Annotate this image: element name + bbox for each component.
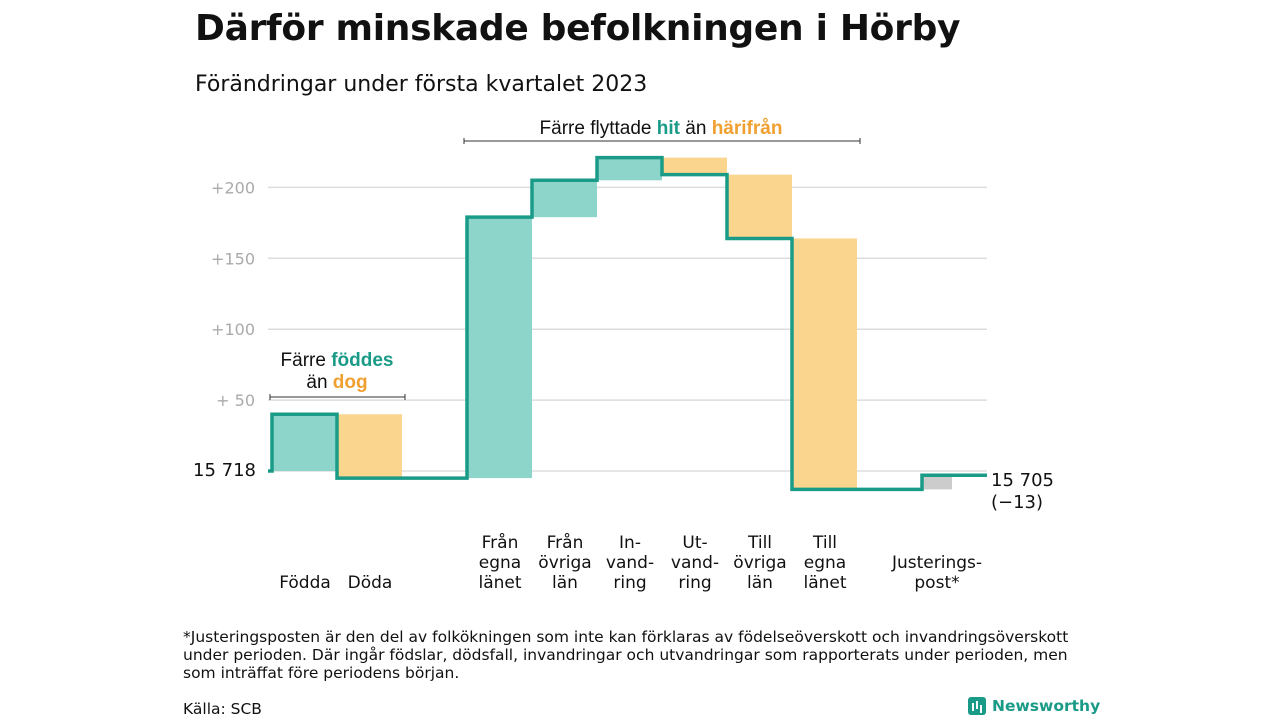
y-tick-label: +100: [211, 320, 255, 339]
category-label: län: [552, 573, 578, 593]
waterfall-bar: [792, 238, 857, 490]
annotation-births-line2: än dog: [306, 372, 367, 393]
category-label: vand-: [671, 553, 719, 573]
y-tick-label: +200: [211, 178, 255, 197]
annotation-migration: Färre flyttade hit än härifrån: [540, 118, 783, 139]
category-label: egna: [479, 553, 521, 573]
chart-title: Därför minskade befolkningen i Hörby: [195, 8, 961, 49]
brand-name: Newsworthy: [992, 697, 1101, 715]
category-label: Från: [547, 532, 584, 553]
y-tick-label: + 50: [216, 391, 255, 410]
category-label: län: [747, 573, 773, 593]
category-label: Till: [812, 533, 837, 553]
waterfall-bar: [662, 157, 727, 175]
start-value-label: 15 718: [193, 460, 256, 481]
end-change-label: (−13): [991, 492, 1043, 513]
footnote: *Justeringsposten är den del av folkökni…: [183, 628, 1069, 682]
y-tick-label: +150: [211, 249, 255, 268]
end-value-label: 15 705: [991, 470, 1054, 491]
category-label: Döda: [348, 573, 393, 593]
bar-chart-icon: [968, 697, 986, 715]
category-label: Från: [482, 532, 519, 553]
category-label: Födda: [279, 573, 331, 593]
category-label: ring: [613, 573, 646, 593]
category-label: Justerings-: [891, 553, 982, 573]
category-label: post*: [914, 573, 959, 593]
waterfall-bar: [532, 180, 597, 218]
category-label: övriga: [733, 553, 786, 573]
waterfall-bar: [922, 475, 952, 490]
category-label: Ut-: [682, 533, 707, 553]
source-label: Källa: SCB: [183, 700, 262, 718]
cumulative-step-line: [268, 155, 987, 492]
brand-logo: Newsworthy: [968, 697, 1100, 715]
waterfall-bar: [337, 414, 402, 479]
category-label: övriga: [538, 553, 591, 573]
category-label: länet: [478, 573, 521, 593]
annotation-births-line1: Färre föddes: [281, 350, 394, 371]
waterfall-bar: [272, 414, 337, 471]
waterfall-bar: [597, 157, 662, 181]
annotation-migration-bracket: [463, 138, 861, 144]
category-label: länet: [803, 573, 846, 593]
waterfall-bar: [467, 217, 532, 479]
category-label: In-: [619, 533, 641, 553]
category-label: ring: [678, 573, 711, 593]
annotation-births-bracket: [269, 394, 406, 400]
chart-subtitle: Förändringar under första kvartalet 2023: [195, 72, 648, 97]
category-label: egna: [804, 553, 846, 573]
category-label: Till: [747, 533, 772, 553]
waterfall-bar: [727, 174, 792, 239]
category-label: vand-: [606, 553, 654, 573]
